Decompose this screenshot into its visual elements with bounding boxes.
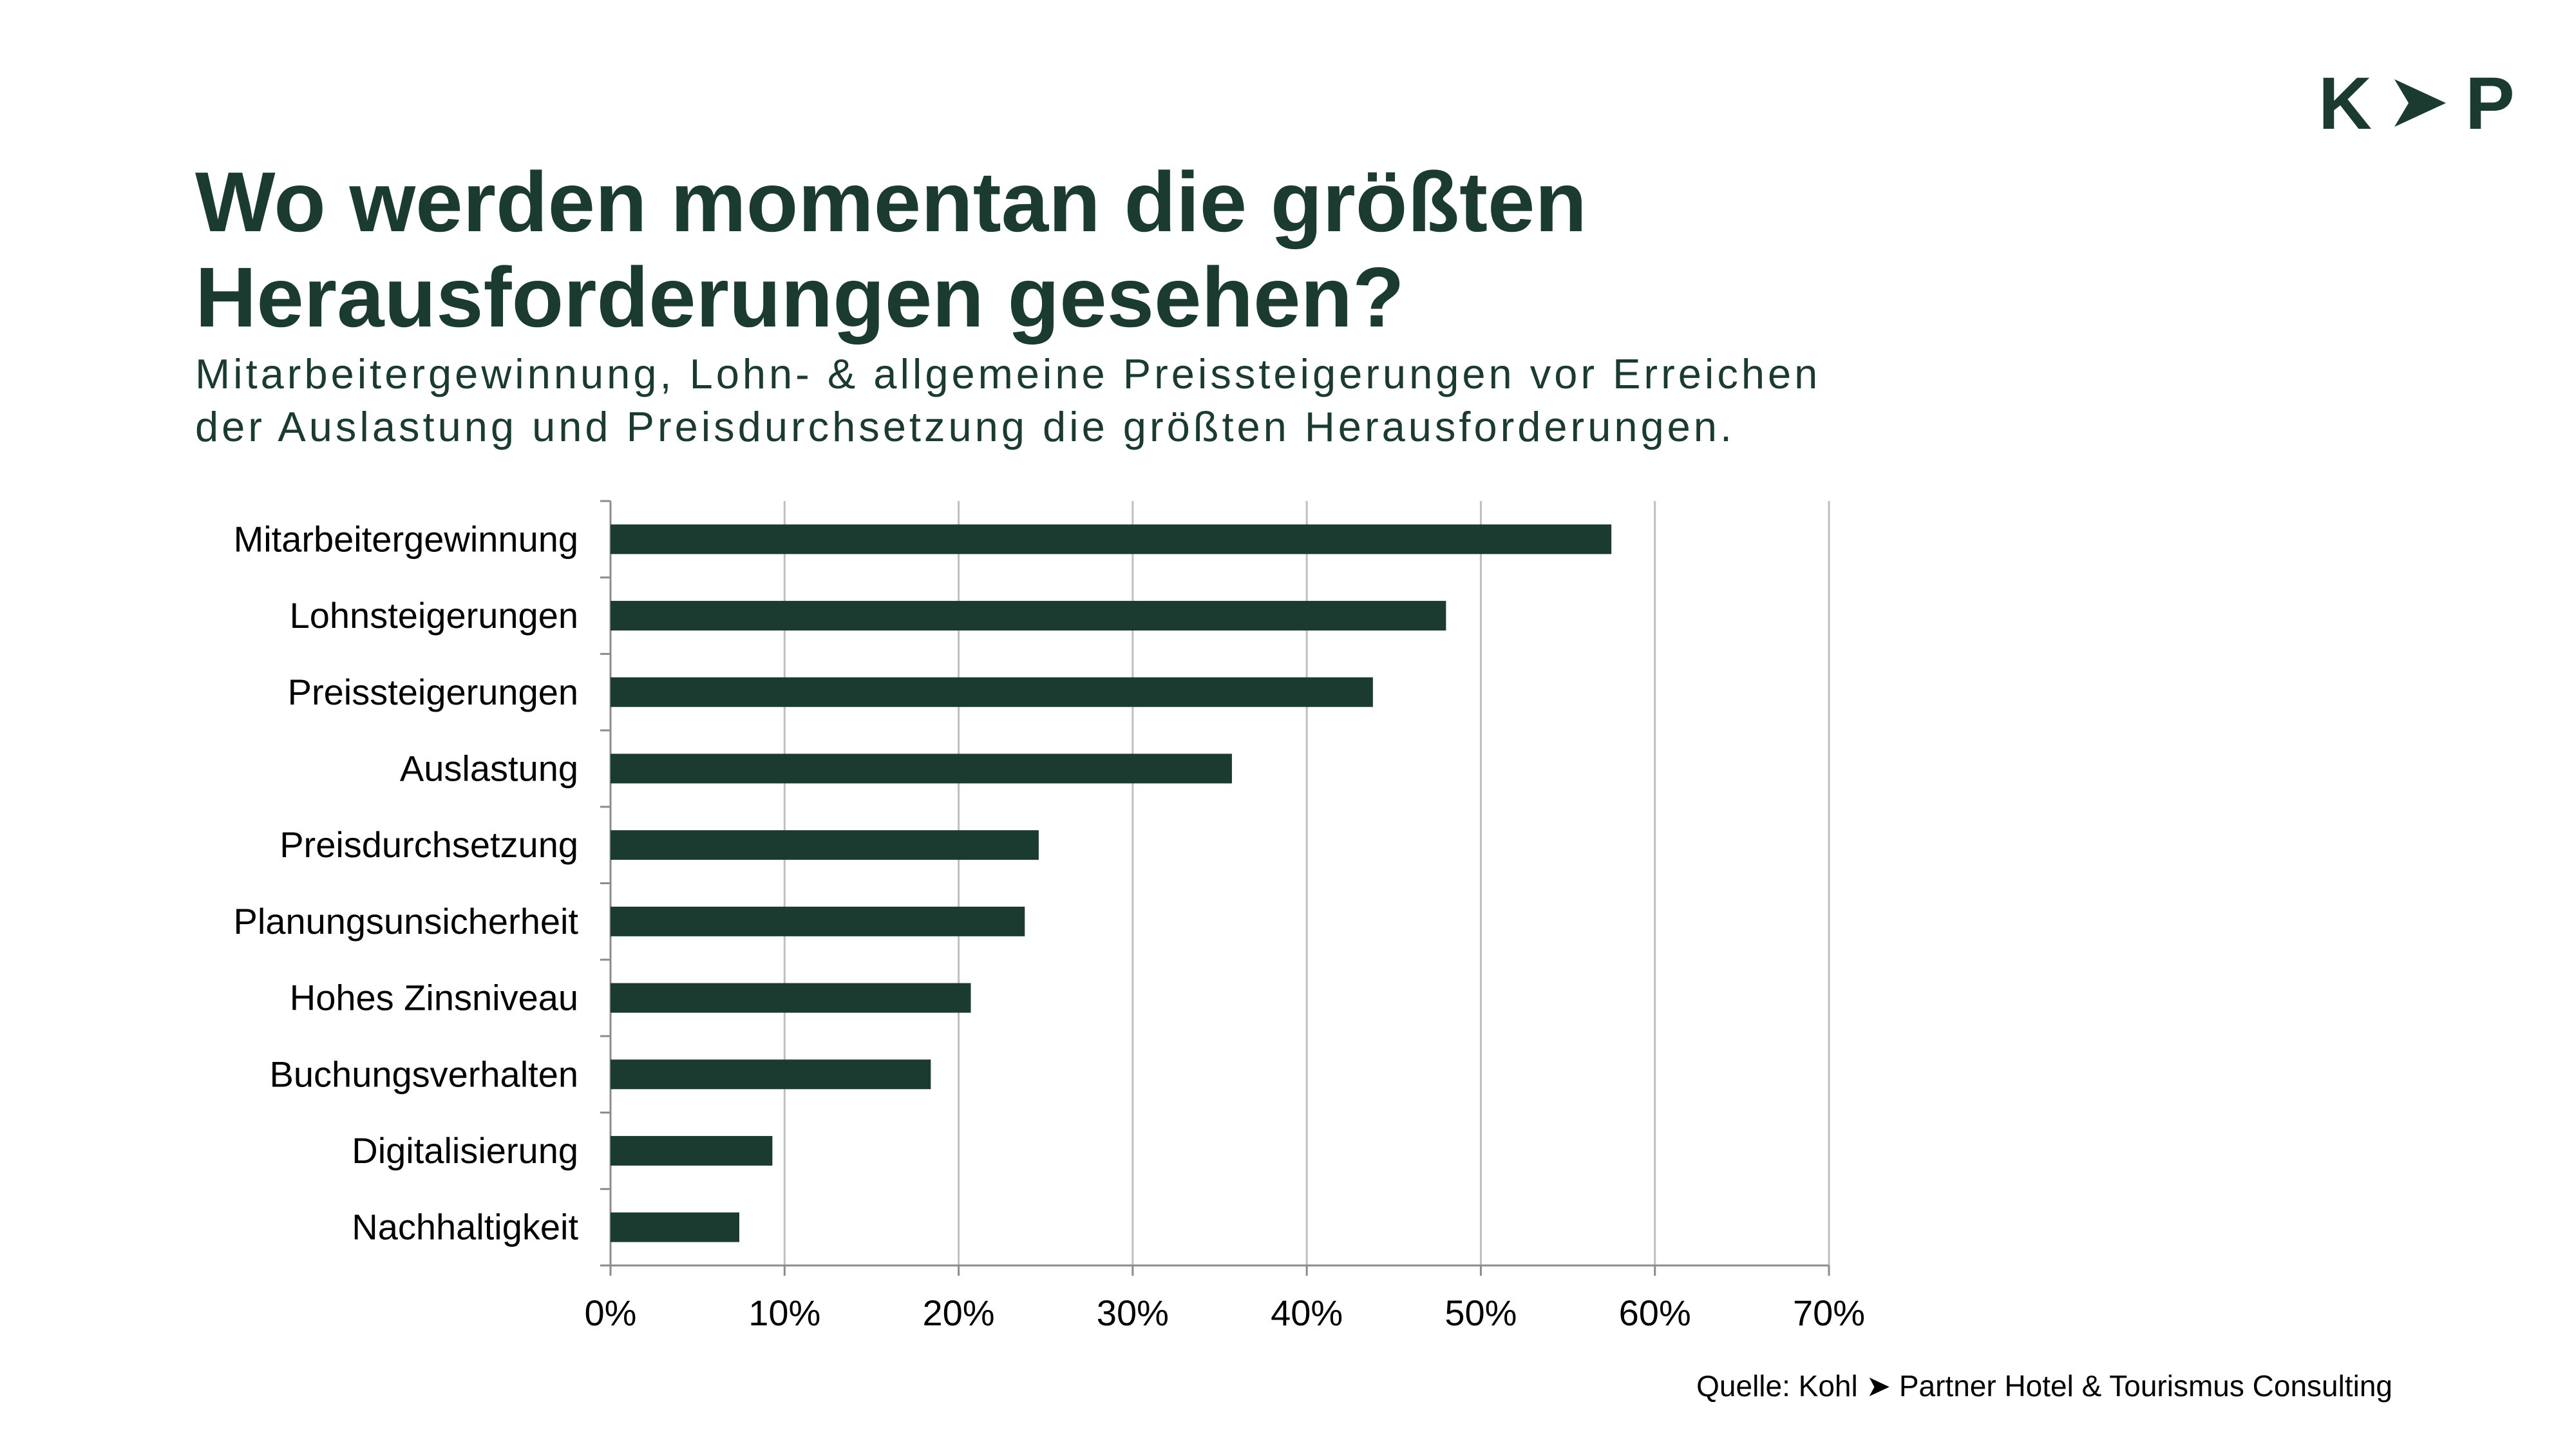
x-tick-label: 40% — [1271, 1293, 1343, 1333]
page-title: Wo werden momentan die größten Herausfor… — [195, 155, 1934, 345]
category-label: Mitarbeitergewinnung — [234, 518, 578, 559]
category-label: Planungsunsicherheit — [234, 901, 579, 942]
title-line-2: Herausforderungen gesehen? — [195, 250, 1405, 345]
bar — [611, 906, 1025, 936]
category-label: Auslastung — [400, 748, 578, 788]
bar — [611, 524, 1612, 554]
category-label: Buchungsverhalten — [270, 1054, 578, 1094]
bar — [611, 1212, 740, 1242]
x-tick-label: 30% — [1097, 1293, 1169, 1333]
subtitle-line-2: der Auslastung und Preisdurchsetzung die… — [195, 403, 1736, 450]
bar — [611, 983, 971, 1013]
bar — [611, 677, 1373, 707]
bar — [611, 1135, 773, 1166]
subtitle-line-1: Mitarbeitergewinnung, Lohn- & allgemeine… — [195, 350, 1821, 397]
source-note: Quelle: Kohl ➤ Partner Hotel & Tourismus… — [1696, 1369, 2392, 1403]
category-label: Nachhaltigkeit — [352, 1207, 578, 1247]
logo-letter-p: P — [2465, 62, 2515, 145]
category-label: Digitalisierung — [352, 1130, 578, 1171]
category-label: Preissteigerungen — [288, 672, 578, 712]
logo-arrow-icon — [2394, 79, 2446, 127]
x-tick-label: 20% — [923, 1293, 995, 1333]
bar — [611, 753, 1232, 784]
bar — [611, 601, 1446, 631]
x-tick-label: 0% — [585, 1293, 637, 1333]
x-tick-label: 50% — [1444, 1293, 1517, 1333]
logo-letter-k: K — [2318, 62, 2372, 145]
page-subtitle: Mitarbeitergewinnung, Lohn- & allgemeine… — [195, 348, 2063, 453]
bar — [611, 830, 1039, 860]
x-tick-label: 60% — [1619, 1293, 1691, 1333]
category-label: Lohnsteigerungen — [290, 595, 578, 636]
category-label: Preisdurchsetzung — [279, 824, 578, 865]
title-line-1: Wo werden momentan die größten — [195, 155, 1587, 249]
x-tick-label: 10% — [748, 1293, 820, 1333]
kp-logo: K P — [2318, 62, 2515, 145]
category-label: Hohes Zinsniveau — [290, 978, 578, 1018]
x-tick-label: 70% — [1793, 1293, 1865, 1333]
bar — [611, 1059, 931, 1090]
